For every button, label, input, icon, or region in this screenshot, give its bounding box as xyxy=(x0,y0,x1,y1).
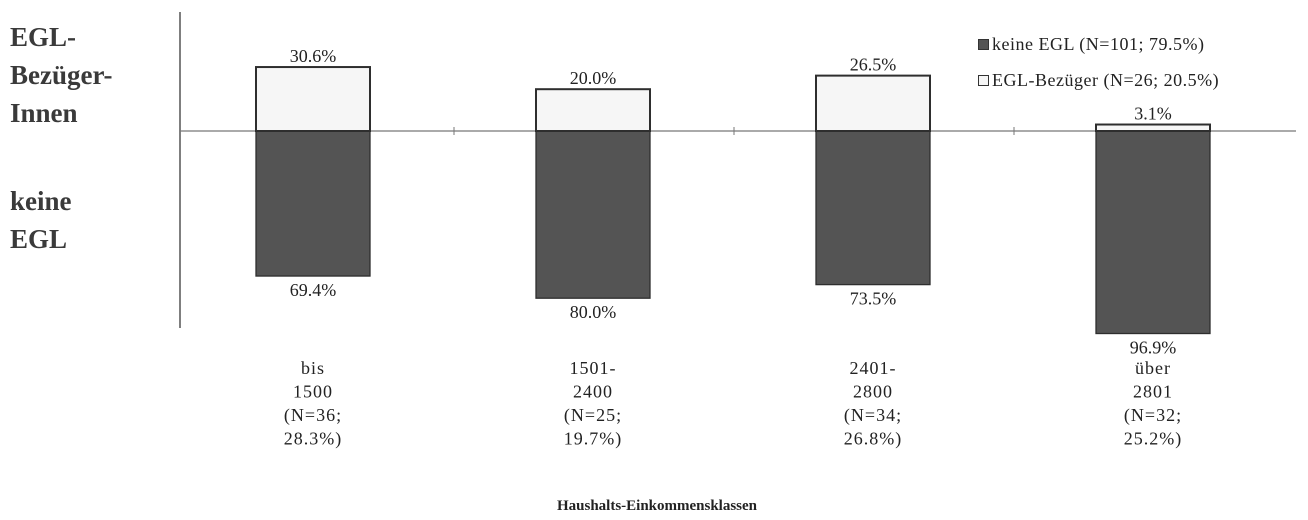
x-axis-title: Haushalts-Einkommensklassen xyxy=(556,498,758,514)
x-tick-label: 28.3%) xyxy=(284,429,343,450)
data-label-egl-bezueger: 3.1% xyxy=(1134,104,1172,124)
y-axis-label-top: EGL- Bezüger- Innen xyxy=(10,18,112,132)
legend-item-egl-bezueger: EGL-Bezüger (N=26; 20.5%) xyxy=(978,70,1219,91)
bar-keine-egl xyxy=(535,130,651,299)
x-tick-label: (N=34; xyxy=(844,405,902,426)
x-tick-label: 1501- xyxy=(570,358,617,378)
data-label-keine-egl: 73.5% xyxy=(850,289,897,309)
x-tick-label: (N=36; xyxy=(284,405,342,426)
x-tick-label: 2800 xyxy=(853,382,893,402)
x-tick-label: 2401- xyxy=(850,358,897,378)
y-axis-label-top-line: EGL- xyxy=(10,22,77,52)
x-tick-label: (N=25; xyxy=(564,405,622,426)
bar-egl-bezueger xyxy=(1095,123,1211,133)
x-tick-label: 25.2%) xyxy=(1124,429,1183,450)
x-tick-label: 1500 xyxy=(293,382,333,402)
x-tick-label: (N=32; xyxy=(1124,405,1182,426)
legend-item-keine-egl: keine EGL (N=101; 79.5%) xyxy=(978,34,1204,55)
bar-egl-bezueger xyxy=(535,88,651,132)
x-tick-label: 2801 xyxy=(1133,382,1173,402)
legend-swatch-light xyxy=(978,75,989,86)
x-tick-label: über xyxy=(1135,358,1171,378)
data-label-egl-bezueger: 26.5% xyxy=(850,55,897,75)
x-tick-label: bis xyxy=(301,358,325,378)
legend-label: keine EGL (N=101; 79.5%) xyxy=(992,34,1205,54)
y-axis-label-top-line: Innen xyxy=(10,98,78,128)
x-tick-label: 2400 xyxy=(573,382,613,402)
x-tick-label: 26.8%) xyxy=(844,429,903,450)
data-label-keine-egl: 69.4% xyxy=(290,280,337,300)
data-label-egl-bezueger: 20.0% xyxy=(570,68,617,88)
legend-label: EGL-Bezüger (N=26; 20.5%) xyxy=(992,70,1220,90)
bar-keine-egl xyxy=(255,130,371,277)
bar-egl-bezueger xyxy=(815,74,931,132)
y-axis-label-top-line: Bezüger- xyxy=(10,60,113,90)
data-label-keine-egl: 96.9% xyxy=(1130,338,1177,358)
y-axis-label-bottom: keine EGL xyxy=(10,182,72,258)
x-tick-label: 19.7%) xyxy=(564,429,623,450)
y-axis-label-bottom-line: keine xyxy=(10,186,72,216)
bar-keine-egl xyxy=(815,130,931,286)
y-axis-label-bottom-line: EGL xyxy=(10,224,68,254)
data-label-keine-egl: 80.0% xyxy=(570,302,617,322)
bar-keine-egl xyxy=(1095,130,1211,335)
legend-swatch-dark xyxy=(978,39,989,50)
bar-egl-bezueger xyxy=(255,66,371,132)
data-label-egl-bezueger: 30.6% xyxy=(290,46,337,66)
